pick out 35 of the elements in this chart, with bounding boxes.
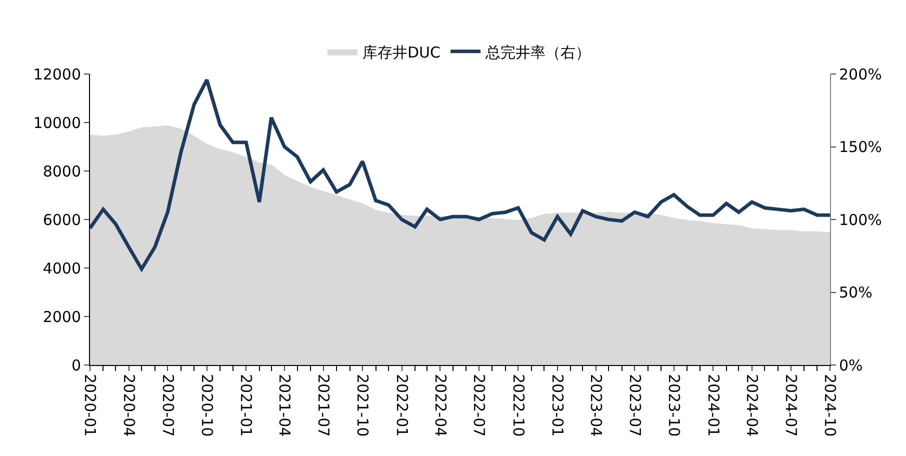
x-tick-label: 2023-01 bbox=[548, 374, 567, 437]
y-tick-label: 12000 bbox=[33, 65, 81, 84]
x-tick-label: 2020-04 bbox=[120, 374, 138, 437]
y2-tick-label: 150% bbox=[839, 138, 882, 156]
x-tick-label: 2024-01 bbox=[704, 374, 722, 437]
line-series bbox=[90, 78, 830, 271]
x-tick-label: 2020-01 bbox=[81, 374, 100, 437]
x-tick-label: 2024-07 bbox=[782, 374, 800, 437]
x-tick-label: 2022-01 bbox=[392, 374, 411, 437]
x-tick-label: 2021-01 bbox=[237, 374, 256, 437]
x-tick-label: 2020-07 bbox=[158, 374, 177, 437]
y-tick-label: 2000 bbox=[42, 308, 81, 326]
x-tick-label: 2024-10 bbox=[821, 374, 840, 437]
legend-label: 库存井DUC bbox=[362, 43, 441, 62]
y-tick-label: 0 bbox=[71, 356, 81, 374]
y2-tick-label: 100% bbox=[839, 210, 882, 229]
x-tick-label: 2022-10 bbox=[509, 374, 528, 437]
x-tick-label: 2023-04 bbox=[586, 374, 605, 437]
y-tick-label: 6000 bbox=[42, 210, 81, 229]
x-tick-label: 2023-10 bbox=[665, 374, 684, 437]
y-tick-label: 10000 bbox=[33, 114, 81, 132]
y2-tick-label: 50% bbox=[839, 284, 872, 302]
y-tick-label: 4000 bbox=[42, 259, 81, 278]
x-tick-label: 2022-07 bbox=[470, 374, 488, 437]
x-tick-label: 2023-07 bbox=[626, 374, 644, 437]
x-tick-label: 2024-04 bbox=[743, 374, 762, 437]
x-tick-label: 2021-10 bbox=[354, 374, 372, 437]
legend-label: 总完井率（右） bbox=[484, 43, 591, 62]
y-tick-label: 8000 bbox=[42, 162, 81, 180]
x-tick-label: 2022-04 bbox=[431, 374, 450, 437]
x-tick-label: 2021-04 bbox=[276, 374, 294, 437]
y2-tick-label: 0% bbox=[839, 356, 863, 374]
y2-tick-label: 200% bbox=[839, 65, 882, 84]
x-tick-label: 2021-07 bbox=[314, 374, 332, 437]
x-tick-label: 2020-10 bbox=[198, 374, 216, 437]
